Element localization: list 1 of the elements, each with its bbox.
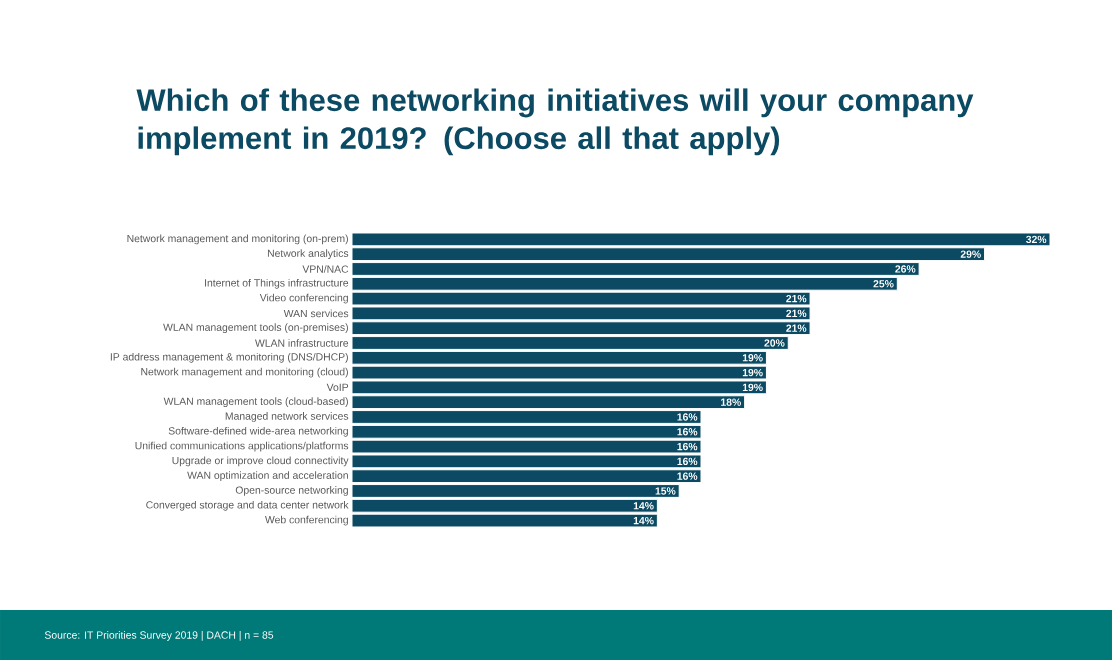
chart-title: Which of these networking initiatives will your company implement in 2019? (Choose all that apply) [136,88,974,156]
